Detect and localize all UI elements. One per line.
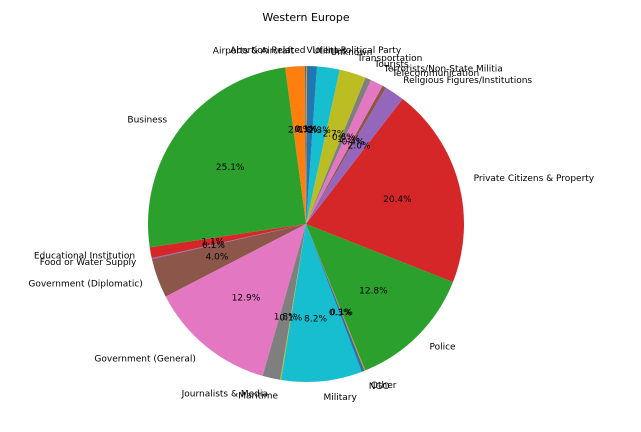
slice-private-citizens-property <box>306 98 465 283</box>
slice-educational-institution <box>149 224 306 259</box>
pct-label-transportation: 2.7% <box>323 129 346 139</box>
slice-police <box>306 224 453 371</box>
pct-label-government-diplomatic: 4.0% <box>206 253 229 263</box>
pct-labels: 0.1%2.0%25.1%1.1%0.1%4.0%12.9%1.8%0.1% 8.… <box>201 125 412 324</box>
pct-label-police: 12.8% <box>359 287 388 297</box>
label-utilities: Utilities <box>313 46 347 56</box>
pct-label-maritime: 0.1% <box>279 314 302 324</box>
pct-label-other: 0.1% <box>330 308 353 318</box>
pct-label-government-general: 12.9% <box>232 293 261 303</box>
pct-label-airports-aircraft: 2.0% <box>288 125 311 135</box>
pct-label-telecommunication: 0.4% <box>342 138 365 148</box>
slice-journalists-media <box>262 224 306 380</box>
slice-telecommunication <box>306 85 387 224</box>
slice-utilities <box>306 66 317 224</box>
pct-label-unknown: 2.3% <box>308 126 331 136</box>
slice-transportation <box>306 69 366 224</box>
slice-tourists <box>306 77 371 224</box>
pct-label-educational-institution: 1.1% <box>201 237 224 247</box>
pct-label-tourists: 0.6% <box>332 133 355 143</box>
label-tourists: Tourists <box>373 60 409 70</box>
pct-label-violent-political-party: 0.1% <box>295 125 318 135</box>
label-business: Business <box>127 116 167 126</box>
label-unknown: Unknown <box>331 48 373 58</box>
pct-label-private-citizens-property: 20.4% <box>383 195 412 205</box>
pct-label-ngo: 0.3% <box>329 308 352 318</box>
slice-religious-figures-institutions <box>306 87 403 224</box>
pct-label-food-or-water-supply: 0.1% <box>202 241 225 251</box>
slice-other <box>306 224 366 371</box>
label-police: Police <box>430 342 457 352</box>
slice-terrorists-non-state-militia <box>306 79 383 225</box>
pct-label-military: 8.2% <box>304 314 327 324</box>
label-abortion-related: Abortion Related <box>230 46 305 56</box>
label-journalists-media: Journalists & Media <box>181 390 268 400</box>
slice-food-or-water-supply <box>151 224 306 260</box>
label-violent-political-party: Violent Political Party <box>307 46 402 56</box>
pct-label-journalists-media: 1.8% <box>274 313 297 323</box>
slice-government-diplomatic <box>151 224 306 297</box>
slice-violent-political-party <box>306 65 307 224</box>
label-maritime: Maritime <box>238 392 278 402</box>
label-food-or-water-supply: Food or Water Supply <box>40 258 137 268</box>
slice-business <box>148 67 306 248</box>
pct-label-abortion-related: 0.1% <box>294 125 317 135</box>
label-transportation: Transportation <box>356 54 422 64</box>
label-government-general: Government (General) <box>94 355 195 365</box>
label-military: Military <box>324 393 358 403</box>
pct-label-utilities: 1.0% <box>298 125 321 135</box>
label-terrorists-non-state-militia: Terrorists/Non-State Militia <box>383 65 503 75</box>
label-telecommunication: Telecommunication <box>391 69 479 79</box>
slice-unknown <box>306 66 340 224</box>
label-religious-figures-institutions: Religious Figures/Institutions <box>403 76 532 86</box>
slice-maritime <box>280 224 306 381</box>
chart-title: Western Europe <box>262 11 350 24</box>
pie-slices <box>148 65 465 382</box>
pct-label-business: 25.1% <box>216 163 245 173</box>
label-educational-institution: Educational Institution <box>34 252 135 262</box>
slice-abortion-related <box>305 65 306 224</box>
label-airports-aircraft: Airports & Aircraft <box>213 47 295 57</box>
slice-government-general <box>165 224 306 376</box>
pct-label-terrorists-non-state-militia: 1.3% <box>337 135 360 145</box>
label-government-diplomatic: Government (Diplomatic) <box>28 280 142 290</box>
slice-ngo <box>306 224 365 372</box>
label-private-citizens-property: Private Citizens & Property <box>474 174 595 184</box>
slice-military <box>281 224 362 382</box>
label-other: Other <box>371 381 397 391</box>
label-ngo: NGO <box>369 382 390 392</box>
pct-label-religious-figures-institutions: 2.0% <box>348 141 371 151</box>
slice-airports-aircraft <box>285 66 306 224</box>
